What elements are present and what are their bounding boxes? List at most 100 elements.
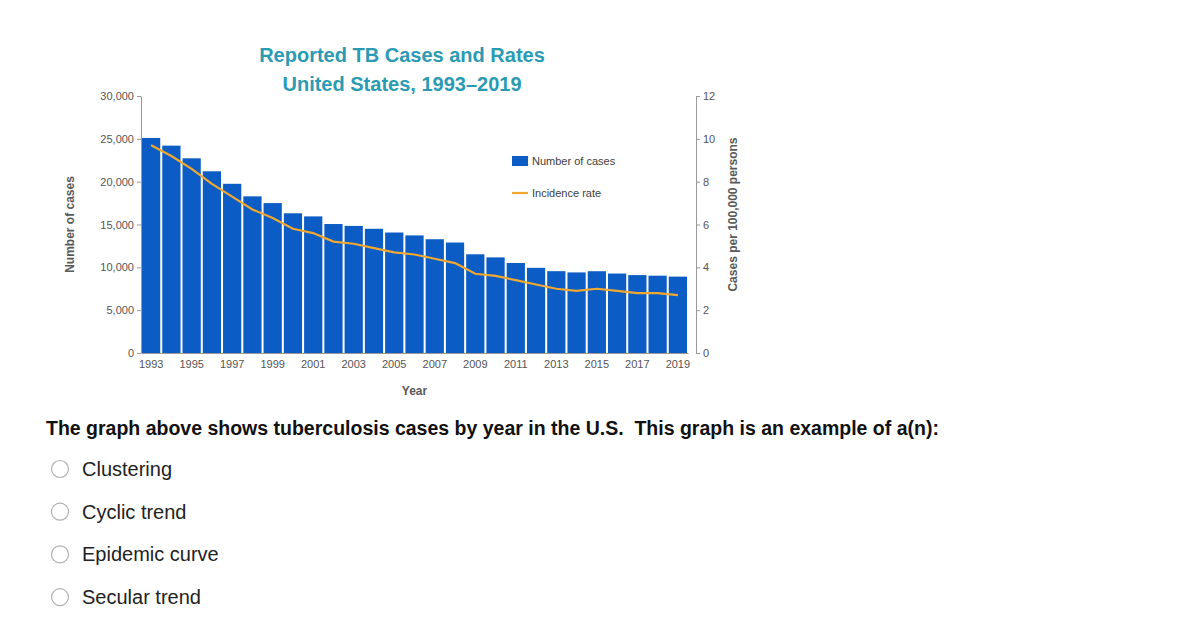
tick: 12 xyxy=(696,90,715,102)
tick-label: 2005 xyxy=(382,358,406,370)
tick: 2011 xyxy=(504,353,528,370)
tick: 10,000 xyxy=(100,261,141,273)
axis-line xyxy=(142,353,689,354)
tick: 1995 xyxy=(179,353,203,370)
bar xyxy=(203,171,221,353)
answer-option[interactable]: Cyclic trend xyxy=(52,501,187,523)
tick-label: 2007 xyxy=(423,358,447,370)
bar xyxy=(507,263,525,353)
tick-label: 2 xyxy=(703,304,709,316)
page: 05,00010,00015,00020,00025,00030,0000246… xyxy=(0,0,1200,636)
y-axis: 05,00010,00015,00020,00025,00030,000 xyxy=(100,90,141,359)
legend-label: Incidence rate xyxy=(532,187,601,199)
bar xyxy=(284,213,302,353)
tick-label: 2017 xyxy=(625,358,649,370)
legend-swatch xyxy=(512,192,528,194)
tick-mark xyxy=(137,225,141,226)
tick-label: 15,000 xyxy=(100,219,134,231)
option-label[interactable]: Epidemic curve xyxy=(82,543,219,565)
legend-swatch xyxy=(512,156,528,166)
tick-mark xyxy=(137,96,141,97)
tick: 5,000 xyxy=(106,304,141,316)
tick-label: 25,000 xyxy=(100,133,134,145)
tick-label: 2015 xyxy=(585,358,609,370)
tick: 2013 xyxy=(544,353,568,370)
tick-mark xyxy=(696,310,700,311)
tick-label: 1997 xyxy=(220,358,244,370)
tick: 2019 xyxy=(666,353,690,370)
tick: 1993 xyxy=(139,353,163,370)
tick-label: 10 xyxy=(703,133,715,145)
bar xyxy=(527,268,545,353)
axis-line xyxy=(141,97,142,354)
tick: 2015 xyxy=(585,353,609,370)
tick: 1997 xyxy=(220,353,244,370)
tick-label: 2019 xyxy=(666,358,690,370)
tick: 25,000 xyxy=(100,133,141,145)
tick-label: 10,000 xyxy=(100,261,134,273)
tick-label: 6 xyxy=(703,219,709,231)
legend-label: Number of cases xyxy=(532,155,616,167)
radio-button[interactable] xyxy=(52,589,69,606)
y-axis-title: Number of cases xyxy=(63,176,77,273)
question-text: The graph above shows tuberculosis cases… xyxy=(46,417,939,439)
tick-label: 1999 xyxy=(260,358,284,370)
tick-label: 5,000 xyxy=(106,304,134,316)
tick-mark xyxy=(137,139,141,140)
tick-mark xyxy=(696,225,700,226)
tick: 6 xyxy=(696,219,709,231)
tick: 20,000 xyxy=(100,176,141,188)
option-label[interactable]: Clustering xyxy=(82,458,172,480)
tick-mark xyxy=(696,96,700,97)
radio-button[interactable] xyxy=(52,503,69,520)
option-label[interactable]: Cyclic trend xyxy=(82,501,186,523)
bar xyxy=(142,138,160,353)
y2-axis: 024681012 xyxy=(696,90,715,359)
y2-axis-title: Cases per 100,000 persons xyxy=(726,137,740,291)
tick-label: 2009 xyxy=(463,358,487,370)
bar xyxy=(446,243,464,353)
answer-option[interactable]: Secular trend xyxy=(52,586,201,608)
tick: 2005 xyxy=(382,353,406,370)
tick-label: 2013 xyxy=(544,358,568,370)
tick-label: 1995 xyxy=(179,358,203,370)
radio-button[interactable] xyxy=(52,546,69,563)
tick-mark xyxy=(696,353,700,354)
tick: 2009 xyxy=(463,353,487,370)
bar xyxy=(486,257,504,353)
tick: 15,000 xyxy=(100,219,141,231)
tick-mark xyxy=(137,182,141,183)
tick-mark xyxy=(696,182,700,183)
tick: 2001 xyxy=(301,353,325,370)
bar xyxy=(547,271,565,353)
option-label[interactable]: Secular trend xyxy=(82,586,201,608)
title-line: Reported TB Cases and Rates xyxy=(259,44,545,66)
tick-mark xyxy=(696,139,700,140)
bar xyxy=(648,276,666,353)
chart-title: Reported TB Cases and Rates United States… xyxy=(259,44,545,95)
tick-label: 20,000 xyxy=(100,176,134,188)
title-line: United States, 1993–2019 xyxy=(282,73,521,95)
tick-label: 30,000 xyxy=(100,90,134,102)
x-axis-title: Year xyxy=(402,384,428,398)
radio-button[interactable] xyxy=(52,461,69,478)
legend: Number of cases Incidence rate xyxy=(512,155,616,199)
bar xyxy=(628,275,646,353)
x-axis: 1993199519971999200120032005200720092011… xyxy=(139,353,690,370)
tick: 30,000 xyxy=(100,90,141,102)
bar xyxy=(669,277,687,353)
tick-label: 2001 xyxy=(301,358,325,370)
bar xyxy=(183,158,201,353)
tick-label: 2011 xyxy=(504,358,528,370)
line xyxy=(151,145,678,295)
answer-option[interactable]: Clustering xyxy=(52,458,173,480)
bar xyxy=(162,146,180,353)
bar xyxy=(243,196,261,353)
bar xyxy=(567,272,585,353)
tick: 10 xyxy=(696,133,715,145)
tick: 2007 xyxy=(423,353,447,370)
answer-option[interactable]: Epidemic curve xyxy=(52,543,219,565)
plot-area xyxy=(142,138,687,353)
tick-label: 4 xyxy=(703,261,709,273)
bar xyxy=(608,274,626,353)
